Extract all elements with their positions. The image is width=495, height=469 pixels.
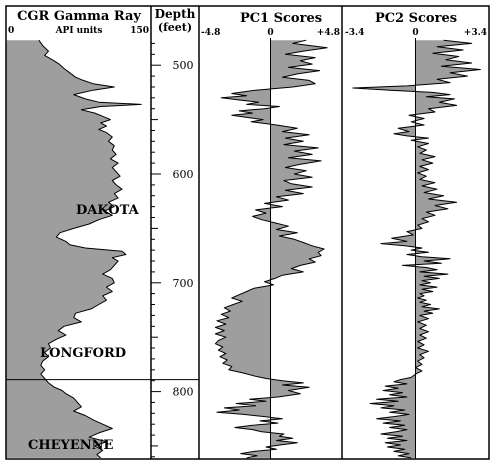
pc1-curve — [214, 39, 328, 459]
pc2-curve — [352, 39, 481, 459]
pc1-track-title: PC1 Scores — [240, 11, 322, 26]
pc1-fill — [215, 40, 328, 458]
pc2-zero-tick: 0 — [412, 28, 418, 38]
gamma-ray-fill — [6, 40, 142, 458]
depth-tick-label: 700 — [173, 277, 194, 290]
gamma-units-label: API units — [55, 26, 103, 36]
figure-frame — [5, 5, 490, 460]
pc2-max-tick: +3.4 — [464, 28, 487, 38]
pc2-track-title: PC2 Scores — [375, 11, 457, 26]
gamma-ray-curve — [38, 39, 142, 459]
depth-tick-label: 500 — [173, 59, 194, 72]
formation-label-dakota: DAKOTA — [76, 203, 140, 218]
pc1-max-tick: +4.8 — [317, 28, 340, 38]
pc2-min-tick: -3.4 — [345, 28, 364, 38]
gamma-min-tick: 0 — [8, 26, 14, 36]
gamma-track-title: CGR Gamma Ray — [17, 9, 141, 24]
gamma-max-tick: 150 — [130, 26, 149, 36]
pc1-zero-tick: 0 — [267, 28, 273, 38]
depth-track-title: Depth — [155, 7, 196, 21]
depth-units-label: (feet) — [158, 21, 192, 34]
depth-tick-label: 800 — [173, 386, 194, 399]
depth-ticks: 500 600 700 800 — [151, 42, 194, 458]
formation-label-cheyenne: CHEYENNE — [28, 438, 113, 453]
depth-tick-label: 600 — [173, 168, 194, 181]
pc1-min-tick: -4.8 — [201, 28, 220, 38]
formation-label-longford: LONGFORD — [40, 346, 126, 361]
